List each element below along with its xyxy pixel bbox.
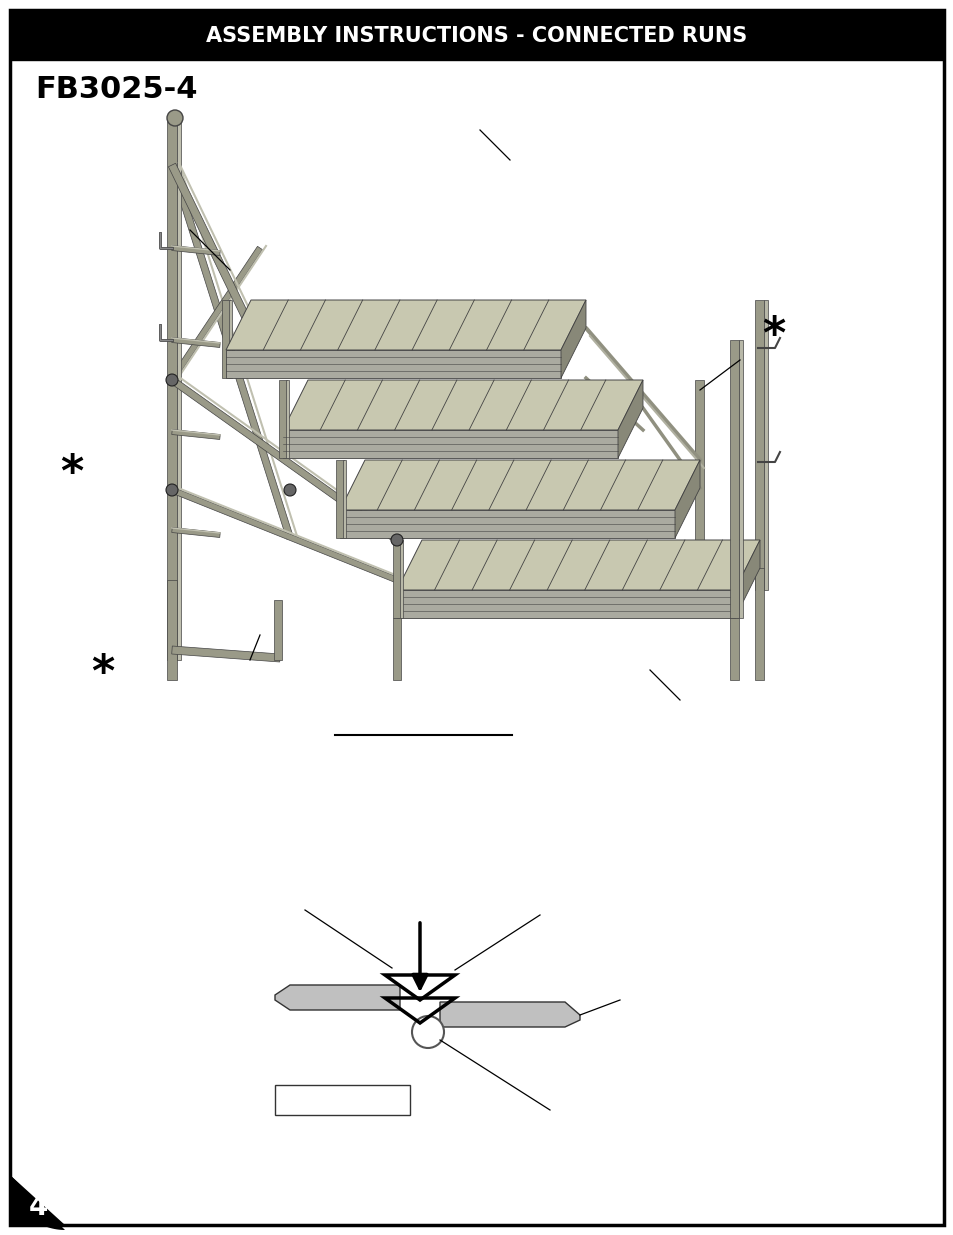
Polygon shape (335, 459, 344, 538)
Polygon shape (172, 337, 220, 347)
Polygon shape (339, 459, 700, 510)
Circle shape (412, 1016, 443, 1049)
Polygon shape (169, 164, 293, 538)
Polygon shape (286, 380, 289, 458)
Polygon shape (230, 300, 233, 378)
Text: *: * (91, 652, 114, 694)
Polygon shape (274, 1086, 410, 1115)
Polygon shape (393, 618, 400, 680)
Polygon shape (400, 540, 403, 618)
Polygon shape (675, 459, 700, 538)
Polygon shape (755, 300, 763, 590)
Polygon shape (560, 300, 585, 378)
Polygon shape (278, 380, 287, 458)
Polygon shape (739, 340, 742, 618)
Polygon shape (10, 1174, 65, 1230)
Polygon shape (226, 350, 560, 378)
Polygon shape (755, 568, 763, 680)
Circle shape (284, 484, 295, 496)
Polygon shape (396, 540, 760, 590)
Polygon shape (393, 540, 400, 618)
Text: FB3025-4: FB3025-4 (35, 75, 197, 105)
Polygon shape (618, 380, 642, 458)
Polygon shape (283, 430, 618, 458)
Polygon shape (763, 300, 767, 590)
Polygon shape (222, 300, 230, 378)
Text: *: * (761, 314, 785, 357)
Polygon shape (695, 380, 703, 540)
Circle shape (166, 484, 178, 496)
Polygon shape (167, 580, 177, 680)
Polygon shape (170, 377, 398, 543)
Polygon shape (10, 10, 943, 61)
Polygon shape (283, 380, 642, 430)
Polygon shape (439, 1002, 579, 1028)
Polygon shape (170, 246, 262, 382)
Polygon shape (730, 618, 739, 680)
Polygon shape (730, 340, 739, 618)
Polygon shape (172, 646, 280, 662)
Polygon shape (171, 488, 397, 583)
Text: 4: 4 (29, 1193, 48, 1221)
Polygon shape (274, 986, 399, 1010)
Polygon shape (169, 163, 254, 330)
Polygon shape (734, 540, 760, 618)
Polygon shape (226, 300, 585, 350)
Circle shape (391, 534, 402, 546)
Text: *: * (60, 452, 84, 494)
Polygon shape (10, 1174, 65, 1225)
Polygon shape (172, 430, 220, 440)
Polygon shape (396, 590, 734, 618)
Polygon shape (343, 459, 346, 538)
Polygon shape (167, 119, 177, 659)
Polygon shape (172, 246, 220, 256)
Polygon shape (177, 119, 181, 659)
Text: ASSEMBLY INSTRUCTIONS - CONNECTED RUNS: ASSEMBLY INSTRUCTIONS - CONNECTED RUNS (206, 26, 747, 46)
Polygon shape (274, 600, 282, 659)
Polygon shape (339, 510, 675, 538)
Circle shape (167, 110, 183, 126)
Circle shape (166, 374, 178, 387)
Polygon shape (172, 527, 220, 537)
